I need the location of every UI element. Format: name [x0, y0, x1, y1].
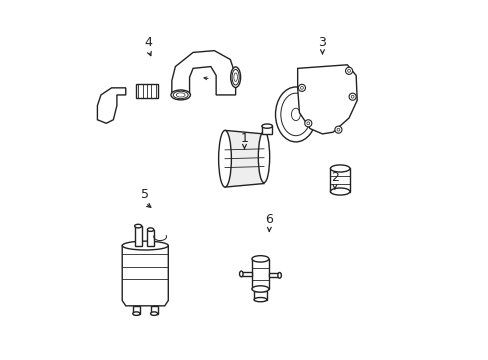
Polygon shape: [224, 130, 264, 187]
Text: 2: 2: [330, 171, 338, 184]
Ellipse shape: [233, 73, 237, 81]
Ellipse shape: [251, 286, 268, 292]
Ellipse shape: [171, 90, 190, 100]
Ellipse shape: [291, 108, 300, 121]
Polygon shape: [254, 291, 266, 300]
Polygon shape: [150, 306, 157, 314]
Ellipse shape: [277, 273, 281, 278]
Ellipse shape: [251, 256, 268, 262]
Polygon shape: [122, 246, 168, 306]
Circle shape: [304, 120, 311, 127]
Ellipse shape: [280, 93, 310, 136]
Polygon shape: [136, 84, 157, 99]
Polygon shape: [147, 230, 153, 246]
Ellipse shape: [232, 69, 239, 85]
Circle shape: [345, 67, 352, 75]
Ellipse shape: [176, 93, 185, 97]
Ellipse shape: [173, 91, 188, 99]
Text: 3: 3: [318, 36, 326, 49]
Polygon shape: [97, 88, 125, 123]
Text: 6: 6: [265, 213, 273, 226]
Polygon shape: [241, 272, 251, 276]
Ellipse shape: [150, 312, 157, 315]
Circle shape: [334, 126, 341, 133]
Polygon shape: [133, 306, 140, 314]
Polygon shape: [171, 51, 235, 95]
Polygon shape: [262, 126, 271, 134]
Text: 5: 5: [141, 188, 149, 201]
Ellipse shape: [262, 124, 272, 128]
Ellipse shape: [239, 271, 243, 277]
Ellipse shape: [122, 241, 168, 250]
Polygon shape: [297, 65, 356, 134]
Ellipse shape: [230, 67, 240, 87]
Polygon shape: [134, 226, 142, 246]
Ellipse shape: [218, 130, 231, 187]
Ellipse shape: [147, 228, 153, 231]
Polygon shape: [330, 168, 349, 192]
Text: 1: 1: [240, 131, 248, 145]
Text: 4: 4: [144, 36, 152, 49]
Ellipse shape: [330, 165, 349, 172]
Ellipse shape: [133, 312, 140, 315]
Ellipse shape: [258, 131, 269, 183]
Ellipse shape: [134, 224, 142, 228]
Ellipse shape: [254, 297, 266, 302]
Ellipse shape: [275, 87, 316, 142]
Polygon shape: [251, 259, 268, 289]
Circle shape: [298, 84, 305, 91]
Polygon shape: [268, 273, 279, 278]
Circle shape: [348, 93, 355, 100]
Ellipse shape: [330, 188, 349, 195]
